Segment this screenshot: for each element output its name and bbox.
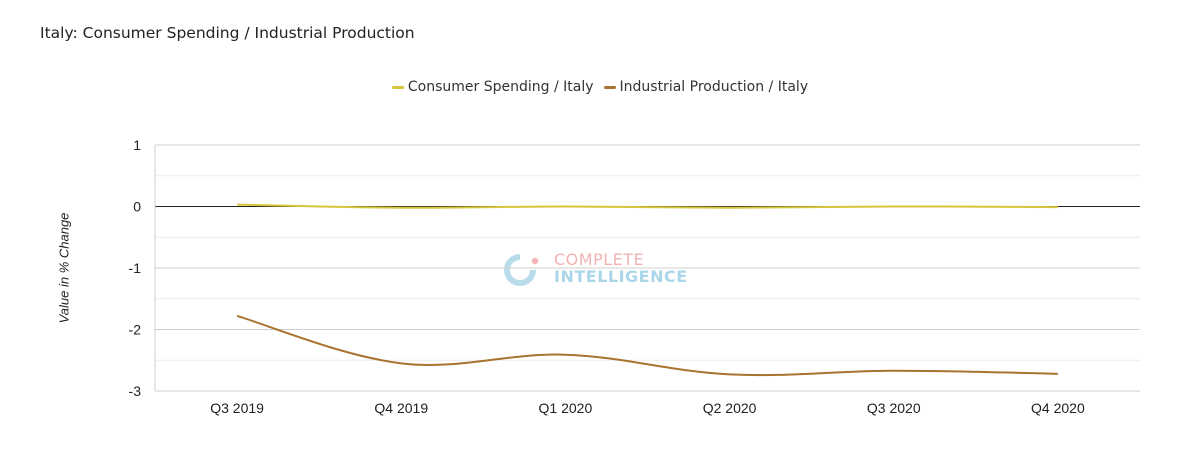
watermark-logo: COMPLETE INTELLIGENCE bbox=[500, 250, 700, 290]
x-tick-label: Q3 2020 bbox=[867, 400, 921, 416]
legend-swatch bbox=[391, 85, 404, 89]
data-point bbox=[236, 315, 238, 317]
watermark-line2: INTELLIGENCE bbox=[554, 267, 688, 286]
x-tick-label: Q1 2020 bbox=[539, 400, 593, 416]
x-tick-label: Q2 2020 bbox=[703, 400, 757, 416]
data-point bbox=[729, 374, 731, 376]
y-tick-label: -2 bbox=[129, 322, 142, 338]
series-line-1 bbox=[237, 203, 1058, 209]
y-tick-label: 1 bbox=[133, 137, 141, 153]
logo-icon bbox=[504, 253, 539, 286]
data-point bbox=[729, 207, 731, 209]
data-point bbox=[1057, 373, 1059, 375]
data-point bbox=[893, 206, 895, 208]
y-tick-label: -1 bbox=[129, 260, 142, 276]
series-line-2 bbox=[236, 315, 1058, 377]
legend-label: Industrial Production / Italy bbox=[619, 79, 809, 95]
legend-item-2[interactable]: Industrial Production / Italy bbox=[603, 79, 809, 95]
x-tick-label: Q3 2019 bbox=[210, 400, 264, 416]
chart-legend: Consumer Spending / Italy Industrial Prod… bbox=[0, 79, 1200, 95]
watermark-line1: COMPLETE bbox=[554, 250, 645, 269]
data-point bbox=[565, 354, 567, 356]
y-tick-label: -3 bbox=[129, 383, 142, 399]
data-point bbox=[236, 204, 238, 206]
x-tick-label: Q4 2020 bbox=[1031, 400, 1085, 416]
legend-item-1[interactable]: Consumer Spending / Italy bbox=[391, 79, 594, 95]
chart-title: Italy: Consumer Spending / Industrial Pr… bbox=[40, 24, 415, 42]
data-point bbox=[893, 370, 895, 372]
legend-label: Consumer Spending / Italy bbox=[407, 79, 594, 95]
data-point bbox=[1057, 206, 1059, 208]
x-tick-label: Q4 2019 bbox=[374, 400, 428, 416]
data-point bbox=[400, 207, 402, 209]
data-point bbox=[400, 363, 402, 365]
legend-swatch bbox=[603, 85, 616, 89]
y-tick-label: 0 bbox=[133, 199, 141, 215]
data-point bbox=[565, 206, 567, 208]
